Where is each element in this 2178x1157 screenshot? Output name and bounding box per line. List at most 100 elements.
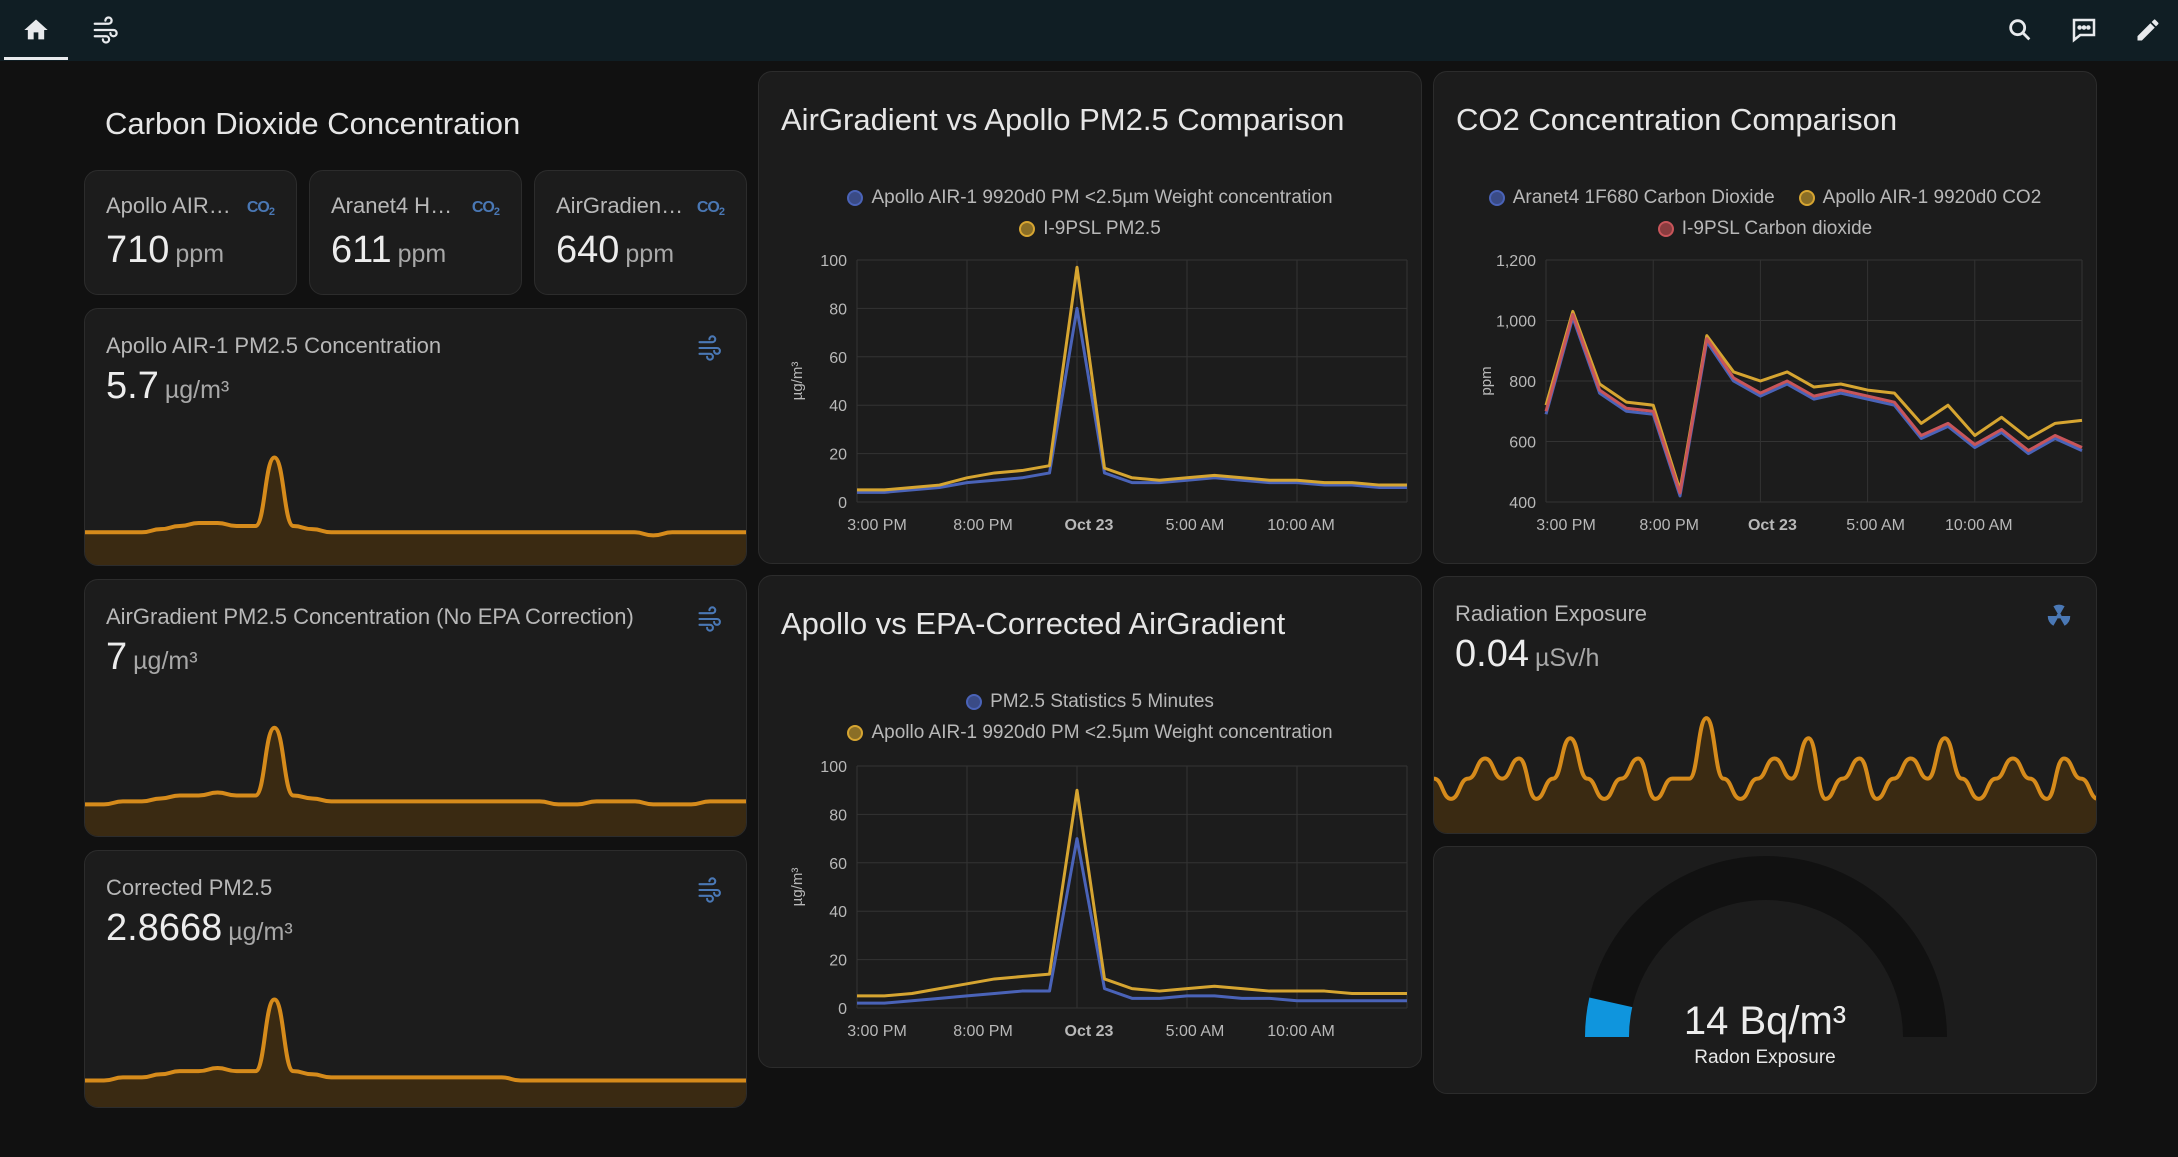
- sensor-value: 5.7 µg/m³: [106, 365, 230, 407]
- pencil-icon: [2137, 19, 2159, 41]
- series-line: [857, 788, 1407, 998]
- radioactive-icon: [2044, 601, 2074, 636]
- wind-icon: [696, 334, 724, 367]
- chart-legend: Apollo AIR-1 9920d0 PM <2.5µm Weight con…: [759, 187, 1421, 209]
- tab-home[interactable]: [4, 0, 68, 60]
- y-tick-label: 60: [829, 856, 847, 873]
- search-button[interactable]: [1988, 0, 2052, 60]
- y-tick-label: 80: [829, 301, 847, 318]
- x-tick-label: 3:00 PM: [847, 517, 907, 534]
- sparkline-area: [1434, 718, 2096, 833]
- legend-swatch: [847, 725, 864, 741]
- legend-swatch: [1019, 221, 1036, 237]
- sensor-name: Radiation Exposure: [1455, 601, 1648, 626]
- sparkline-area: [85, 727, 746, 836]
- chart-gridlines: [856, 765, 1408, 1009]
- series-line: [857, 265, 1407, 492]
- gauge-value: 14 Bq/m³: [1683, 999, 1847, 1043]
- series-line: [1544, 309, 2083, 492]
- gauge-fill: [1584, 997, 1633, 1038]
- legend-item-aranet4[interactable]: Aranet4 1F680 Carbon Dioxide: [1488, 187, 1775, 209]
- legend-item-i9psl[interactable]: I-9PSL PM2.5: [1019, 218, 1161, 240]
- tile-name: Aranet4 Ho…: [331, 193, 461, 218]
- top-toolbar: [0, 0, 2178, 61]
- sparkline-radiation: [1434, 716, 2096, 833]
- tile-value: 640 ppm: [556, 229, 675, 271]
- chart-title: CO2 Concentration Comparison: [1456, 102, 1898, 137]
- gauge-card-radon[interactable]: 14 Bq/m³ Radon Exposure: [1433, 846, 2097, 1094]
- x-tick-label: 10:00 AM: [1267, 517, 1335, 534]
- chart-card-epa-corrected[interactable]: Apollo vs EPA-Corrected AirGradient PM2.…: [758, 575, 1422, 1068]
- sparkline-line: [85, 997, 746, 1083]
- legend-swatch: [1798, 190, 1815, 206]
- x-tick-label: Oct 23: [1065, 517, 1114, 534]
- legend-item-apollo[interactable]: Apollo AIR-1 9920d0 PM <2.5µm Weight con…: [847, 722, 1333, 744]
- legend-item-apollo[interactable]: Apollo AIR-1 9920d0 CO2: [1798, 187, 2041, 209]
- series-line: [1544, 312, 2083, 495]
- chart-title: AirGradient vs Apollo PM2.5 Comparison: [781, 102, 1345, 137]
- x-tick-label: Oct 23: [1065, 1023, 1114, 1040]
- chart-card-pm25-comparison[interactable]: AirGradient vs Apollo PM2.5 Comparison A…: [758, 71, 1422, 564]
- y-tick-label: 1,200: [1496, 253, 1536, 270]
- y-tick-label: 0: [838, 1001, 847, 1018]
- sensor-card-corrected-pm25[interactable]: Corrected PM2.5 2.8668 µg/m³: [84, 850, 747, 1108]
- y-axis-label: µg/m³: [789, 362, 806, 401]
- active-tab-indicator: [4, 57, 68, 60]
- tab-air-quality[interactable]: [74, 0, 138, 60]
- co2-tile-aranet4[interactable]: Aranet4 Ho… CO2 611 ppm: [309, 170, 522, 295]
- chart-legend: PM2.5 Statistics 5 Minutes: [759, 691, 1421, 713]
- y-tick-label: 60: [829, 350, 847, 367]
- assist-icon: [2072, 18, 2096, 43]
- sensor-card-apollo-pm25[interactable]: Apollo AIR-1 PM2.5 Concentration 5.7 µg/m…: [84, 308, 747, 566]
- y-axis-label: µg/m³: [789, 868, 806, 907]
- y-axis-label: ppm: [1478, 366, 1495, 395]
- chart-plot: 400 600 800 1,000 1,200 3:00 PM 8:00 PM Oct 23 5…: [1478, 253, 2083, 534]
- legend-item-apollo[interactable]: Apollo AIR-1 9920d0 PM <2.5µm Weight con…: [847, 187, 1333, 209]
- chart-plot: 0 20 40 60 80 100 3:00 PM 8:00 PM Oct 23 5:00 AM 1…: [789, 253, 1408, 534]
- y-tick-label: 80: [829, 807, 847, 824]
- sensor-value: 2.8668 µg/m³: [106, 907, 293, 949]
- chart-legend: Apollo AIR-1 9920d0 PM <2.5µm Weight con…: [759, 722, 1421, 744]
- assist-button[interactable]: [2052, 0, 2116, 60]
- co2-tile-apollo[interactable]: Apollo AIR-1… CO2 710 ppm: [84, 170, 297, 295]
- chart-gridlines: [856, 259, 1408, 503]
- x-tick-label: 10:00 AM: [1945, 517, 2013, 534]
- chart-legend: Aranet4 1F680 Carbon Dioxide Apollo AIR-…: [1434, 187, 2096, 209]
- search-icon: [2009, 19, 2031, 41]
- x-tick-label: 3:00 PM: [847, 1023, 907, 1040]
- series-line: [857, 837, 1407, 1005]
- x-tick-label: 3:00 PM: [1536, 517, 1596, 534]
- edit-dashboard-button[interactable]: [2116, 0, 2178, 60]
- sparkline-line: [85, 725, 746, 807]
- co2-tile-airgradient[interactable]: AirGradient … CO2 640 ppm: [534, 170, 747, 295]
- x-tick-label: 8:00 PM: [953, 1023, 1013, 1040]
- x-tick-label: 8:00 PM: [953, 517, 1013, 534]
- y-tick-label: 600: [1509, 435, 1536, 452]
- sparkline-line: [85, 455, 746, 538]
- legend-item-pm25-statistics[interactable]: PM2.5 Statistics 5 Minutes: [966, 691, 1214, 713]
- co2-icon: CO2: [696, 199, 725, 218]
- series-line: [857, 306, 1407, 494]
- x-tick-label: 5:00 AM: [1166, 517, 1225, 534]
- section-title: Carbon Dioxide Concentration: [105, 106, 521, 141]
- co2-icon: CO2: [246, 199, 275, 218]
- y-tick-label: 40: [829, 904, 847, 921]
- tile-name: Apollo AIR-1…: [106, 193, 236, 218]
- tile-value: 710 ppm: [106, 229, 225, 271]
- chart-gridlines: [1545, 259, 2083, 503]
- chart-card-co2-comparison[interactable]: CO2 Concentration Comparison Aranet4 1F6…: [1433, 71, 2097, 564]
- tile-name: AirGradient …: [556, 193, 686, 218]
- chart-title: Apollo vs EPA-Corrected AirGradient: [781, 606, 1286, 641]
- sensor-card-radiation[interactable]: Radiation Exposure 0.04 µSv/h: [1433, 576, 2097, 834]
- legend-item-i9psl[interactable]: I-9PSL Carbon dioxide: [1657, 218, 1872, 240]
- y-tick-label: 20: [829, 447, 847, 464]
- tile-value: 611 ppm: [331, 229, 447, 271]
- y-tick-label: 1,000: [1496, 314, 1536, 331]
- radon-gauge: [1584, 856, 1947, 1038]
- wind-icon: [93, 16, 118, 44]
- sensor-value: 7 µg/m³: [106, 636, 198, 678]
- sensor-card-airgradient-pm25[interactable]: AirGradient PM2.5 Concentration (No EPA …: [84, 579, 747, 837]
- y-tick-label: 20: [829, 953, 847, 970]
- y-tick-label: 800: [1509, 374, 1536, 391]
- sparkline-airgradient-pm25: [85, 725, 746, 836]
